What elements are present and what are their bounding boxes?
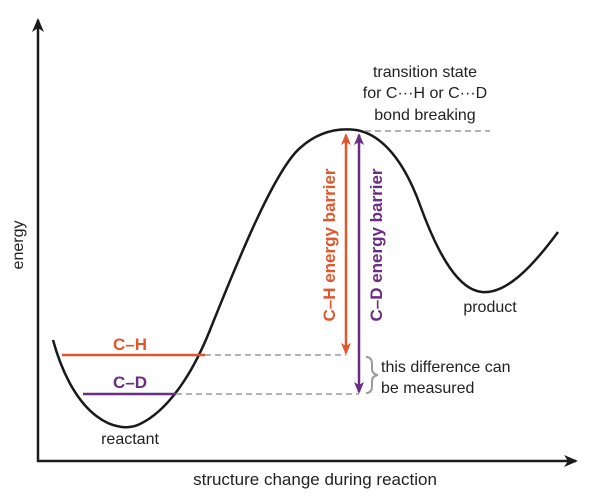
y-axis-label: energy [10,221,27,270]
energy-curve [51,128,560,429]
ch-barrier-label: C–H energy barrier [320,168,339,321]
transition-state-line1: transition state [373,64,477,81]
product-label: product [463,299,517,316]
cd-level-label: C–D [113,373,147,392]
x-axis-label: structure change during reaction [193,470,437,489]
reactant-label: reactant [101,431,159,448]
difference-label-line1: this difference can [381,359,511,376]
difference-brace [365,356,379,394]
ch-level-label: C–H [113,335,147,354]
cd-barrier-label: C–D energy barrier [367,168,386,321]
transition-state-line2: for C···H or C···D [363,85,487,102]
transition-state-line3: bond breaking [374,107,475,124]
difference-label-line2: be measured [381,380,474,397]
